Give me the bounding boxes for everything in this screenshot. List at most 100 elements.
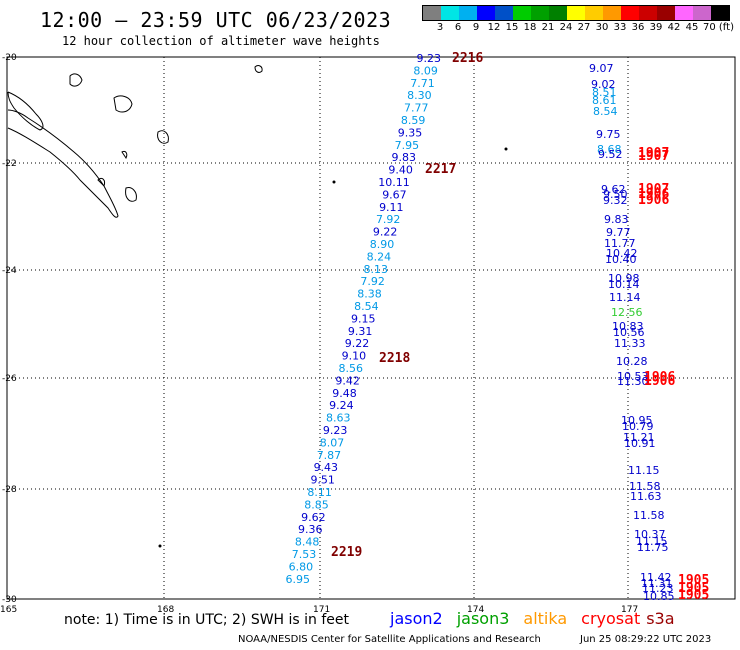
wave-height-value: 9.62 xyxy=(301,511,326,524)
satellite-legend: jason2 jason3 altika cryosat s3a xyxy=(390,609,675,628)
pass-time-label: 1905 xyxy=(678,588,709,603)
wave-height-value: 8.38 xyxy=(357,288,382,301)
scale-label: 24 xyxy=(559,22,573,33)
scale-label: 70 (ft) xyxy=(703,22,734,33)
pass-time-label: 2218 xyxy=(379,351,410,366)
pass-time-label: 1906 xyxy=(644,370,675,385)
wave-height-value: 11.75 xyxy=(637,541,669,554)
wave-height-value: 8.11 xyxy=(307,486,332,499)
wave-height-value: 10.91 xyxy=(624,437,656,450)
wave-height-value: 9.83 xyxy=(604,213,629,226)
scale-label: 45 xyxy=(685,22,699,33)
pass-time-label: 1905 xyxy=(678,581,709,596)
wave-height-value: 9.42 xyxy=(335,374,360,387)
scale-label: 18 xyxy=(523,22,537,33)
wave-height-value: 9.50 xyxy=(603,188,628,201)
pass-time-label: 1906 xyxy=(638,193,669,208)
color-swatch xyxy=(549,6,567,20)
wave-height-value: 6.80 xyxy=(289,560,314,573)
wave-height-value: 10.28 xyxy=(616,355,648,368)
wave-height-value: 7.95 xyxy=(395,139,420,152)
page-title: 12:00 – 23:59 UTC 06/23/2023 xyxy=(40,8,392,32)
wave-height-value: 8.09 xyxy=(413,64,438,77)
wave-height-value: 9.62 xyxy=(601,183,626,196)
longitude-labels: 165 168 171 174 177 xyxy=(0,605,638,615)
wave-height-value: 9.67 xyxy=(382,188,407,201)
color-swatch xyxy=(513,6,531,20)
wave-height-value: 8.63 xyxy=(326,412,351,425)
scale-label: 21 xyxy=(541,22,555,33)
satellite-name: cryosat xyxy=(581,609,641,628)
scale-label: 3 xyxy=(436,22,444,33)
wave-height-value: 7.92 xyxy=(376,213,401,226)
wave-height-value: 10.11 xyxy=(378,176,410,189)
island-dot xyxy=(332,180,336,184)
wave-height-value: 11.15 xyxy=(636,535,668,548)
color-swatch xyxy=(621,6,639,20)
wave-height-value: 10.98 xyxy=(608,272,640,285)
wave-height-value: 9.22 xyxy=(345,337,370,350)
wave-height-value: 9.31 xyxy=(348,325,373,338)
scale-label: 12 xyxy=(487,22,501,33)
page-subtitle: 12 hour collection of altimeter wave hei… xyxy=(62,34,380,48)
wave-height-value: 11.58 xyxy=(633,509,665,522)
wave-height-value: 8.07 xyxy=(320,436,345,449)
satellite-name: jason3 xyxy=(456,609,510,628)
footnote: note: 1) Time is in UTC; 2) SWH is in fe… xyxy=(64,612,350,628)
lat-label: -24 xyxy=(2,266,17,276)
color-swatch xyxy=(423,6,441,20)
map-frame xyxy=(6,56,736,600)
lon-label: 174 xyxy=(467,605,484,615)
island-dot xyxy=(504,147,508,151)
lon-label: 177 xyxy=(621,605,638,615)
wave-height-value: 10.14 xyxy=(608,278,640,291)
scale-label: 30 xyxy=(595,22,609,33)
pass-time-label: 1907 xyxy=(638,149,669,164)
lat-label: -22 xyxy=(2,159,17,169)
wave-height-value: 6.95 xyxy=(286,573,311,586)
generated-timestamp: Jun 25 08:29:22 UTC 2023 xyxy=(580,634,712,645)
wave-height-value: 9.15 xyxy=(351,312,376,325)
lat-label: -26 xyxy=(2,374,17,384)
wave-height-value: 10.85 xyxy=(643,590,675,603)
wave-height-value: 8.54 xyxy=(354,300,379,313)
scale-label: 15 xyxy=(505,22,519,33)
wave-height-value: 8.90 xyxy=(370,238,395,251)
latitude-labels: -20 -22 -24 -26 -28 -30 xyxy=(2,53,17,605)
color-swatch xyxy=(459,6,477,20)
wave-height-value: 9.10 xyxy=(342,350,367,363)
scale-label: 27 xyxy=(577,22,591,33)
wave-height-value: 11.63 xyxy=(630,490,662,503)
wave-height-value: 9.77 xyxy=(606,226,631,239)
wave-height-value: 8.85 xyxy=(304,498,329,511)
wave-height-value: 7.77 xyxy=(404,102,429,115)
wave-height-value: 9.07 xyxy=(589,62,614,75)
wave-height-value: 9.40 xyxy=(388,164,413,177)
scale-label: 6 xyxy=(454,22,462,33)
satellite-name: s3a xyxy=(646,609,675,628)
wave-height-value: 8.61 xyxy=(592,94,617,107)
color-swatch xyxy=(495,6,513,20)
wave-height-value: 9.23 xyxy=(417,52,442,65)
pass-time-label: 1906 xyxy=(644,374,675,389)
wave-height-value: 9.48 xyxy=(332,387,357,400)
pass-time-label: 1906 xyxy=(638,187,669,202)
wave-height-value: 9.36 xyxy=(298,523,323,536)
pass-time-labels: 2216221722182219190719071907190619061906… xyxy=(331,51,709,603)
wave-height-value: 10.83 xyxy=(612,320,644,333)
jason-track-west: 9.238.097.718.307.778.599.357.959.839.40… xyxy=(286,52,442,586)
color-swatch xyxy=(675,6,693,20)
wave-height-value: 9.35 xyxy=(398,126,423,139)
pass-time-label: 2217 xyxy=(425,162,456,177)
color-scale-labels: 3 6 9 12 15 18 21 24 27 30 33 36 39 42 45 70 (ft) xyxy=(422,22,734,33)
lon-label: 171 xyxy=(313,605,330,615)
wave-height-value: 7.53 xyxy=(292,548,317,561)
wave-height-value: 9.83 xyxy=(392,151,417,164)
wave-height-value: 8.56 xyxy=(339,362,364,375)
wave-height-value: 8.68 xyxy=(597,143,622,156)
wave-height-value: 10.95 xyxy=(621,414,653,427)
color-swatch xyxy=(711,6,729,20)
wave-height-value: 9.24 xyxy=(329,399,354,412)
wave-height-value: 11.14 xyxy=(609,291,641,304)
